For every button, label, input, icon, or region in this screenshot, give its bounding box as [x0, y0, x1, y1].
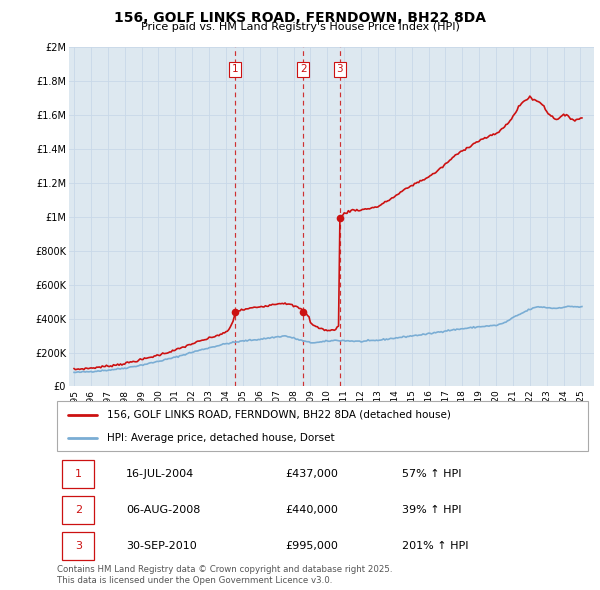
Text: £437,000: £437,000: [286, 469, 338, 479]
Text: 1: 1: [75, 469, 82, 479]
Text: 201% ↑ HPI: 201% ↑ HPI: [402, 541, 469, 551]
FancyBboxPatch shape: [62, 532, 94, 560]
Text: 30-SEP-2010: 30-SEP-2010: [126, 541, 197, 551]
Text: Contains HM Land Registry data © Crown copyright and database right 2025.
This d: Contains HM Land Registry data © Crown c…: [57, 565, 392, 585]
Text: 3: 3: [75, 541, 82, 551]
Text: 39% ↑ HPI: 39% ↑ HPI: [402, 505, 461, 515]
Text: £995,000: £995,000: [286, 541, 338, 551]
Text: £440,000: £440,000: [286, 505, 338, 515]
Text: 06-AUG-2008: 06-AUG-2008: [126, 505, 200, 515]
Text: 1: 1: [232, 64, 238, 74]
FancyBboxPatch shape: [62, 496, 94, 523]
Text: 3: 3: [337, 64, 343, 74]
Text: 2: 2: [300, 64, 307, 74]
Text: 16-JUL-2004: 16-JUL-2004: [126, 469, 194, 479]
Text: 156, GOLF LINKS ROAD, FERNDOWN, BH22 8DA (detached house): 156, GOLF LINKS ROAD, FERNDOWN, BH22 8DA…: [107, 409, 451, 419]
Text: 2: 2: [74, 505, 82, 515]
FancyBboxPatch shape: [62, 460, 94, 487]
Text: Price paid vs. HM Land Registry's House Price Index (HPI): Price paid vs. HM Land Registry's House …: [140, 22, 460, 32]
FancyBboxPatch shape: [57, 401, 588, 451]
Text: 57% ↑ HPI: 57% ↑ HPI: [402, 469, 461, 479]
Text: 156, GOLF LINKS ROAD, FERNDOWN, BH22 8DA: 156, GOLF LINKS ROAD, FERNDOWN, BH22 8DA: [114, 11, 486, 25]
Text: HPI: Average price, detached house, Dorset: HPI: Average price, detached house, Dors…: [107, 433, 335, 443]
